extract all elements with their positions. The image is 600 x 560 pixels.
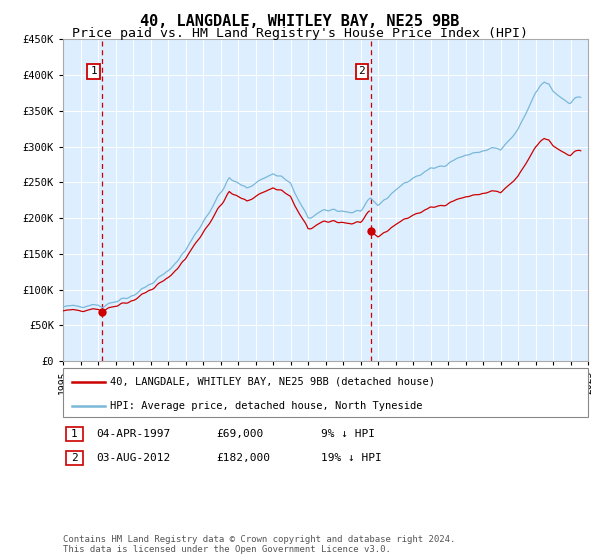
Text: 03-AUG-2012: 03-AUG-2012 [96,453,170,463]
Text: 9% ↓ HPI: 9% ↓ HPI [321,429,375,439]
Text: 40, LANGDALE, WHITLEY BAY, NE25 9BB (detached house): 40, LANGDALE, WHITLEY BAY, NE25 9BB (det… [110,377,435,387]
Text: 40, LANGDALE, WHITLEY BAY, NE25 9BB: 40, LANGDALE, WHITLEY BAY, NE25 9BB [140,14,460,29]
Text: £182,000: £182,000 [216,453,270,463]
Text: 04-APR-1997: 04-APR-1997 [96,429,170,439]
Text: £69,000: £69,000 [216,429,263,439]
Text: 2: 2 [359,67,365,76]
Text: HPI: Average price, detached house, North Tyneside: HPI: Average price, detached house, Nort… [110,401,422,411]
Text: 19% ↓ HPI: 19% ↓ HPI [321,453,382,463]
Text: 1: 1 [90,67,97,76]
Text: 2: 2 [71,453,78,463]
Text: 1: 1 [71,429,78,439]
Text: Contains HM Land Registry data © Crown copyright and database right 2024.
This d: Contains HM Land Registry data © Crown c… [63,535,455,554]
Text: Price paid vs. HM Land Registry's House Price Index (HPI): Price paid vs. HM Land Registry's House … [72,27,528,40]
